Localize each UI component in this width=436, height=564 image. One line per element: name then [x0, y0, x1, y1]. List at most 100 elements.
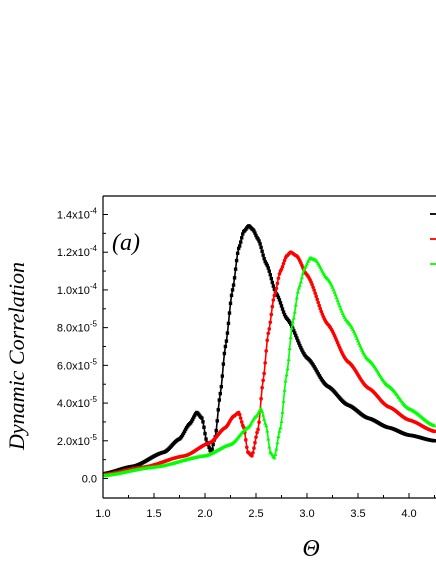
data-point: [219, 384, 224, 389]
data-point: [263, 259, 267, 264]
y-tick-exponent: -4: [90, 282, 98, 291]
y-axis-title: Dynamic Correlation: [4, 262, 29, 451]
y-tick-mantissa: 6.0x10: [57, 360, 90, 372]
data-point: [263, 361, 267, 365]
y-tick-label: 1.4x10-4: [57, 207, 98, 222]
data-point: [273, 290, 278, 295]
data-point: [275, 281, 280, 286]
data-point: [262, 417, 267, 421]
data-point: [317, 303, 322, 308]
data-point: [274, 446, 279, 451]
data-point: [261, 253, 265, 257]
data-point: [258, 242, 262, 246]
data-point: [315, 297, 320, 302]
data-point: [228, 301, 233, 306]
data-point: [204, 437, 208, 441]
data-point: [287, 320, 292, 324]
data-point: [201, 420, 205, 424]
data-point: [298, 279, 303, 284]
data-point: [268, 320, 273, 325]
data-point: [265, 428, 270, 433]
data-point: [291, 315, 296, 320]
data-point: [237, 244, 242, 248]
y-tick-exponent: -5: [90, 433, 98, 442]
x-tick-label: 1.0: [95, 508, 110, 520]
data-point: [318, 306, 323, 311]
data-point: [191, 417, 195, 421]
data-point: [192, 415, 196, 419]
y-tick-exponent: -5: [90, 395, 98, 404]
data-point: [264, 349, 269, 353]
data-point: [276, 276, 281, 281]
data-point: [233, 267, 238, 271]
data-point: [276, 434, 281, 438]
x-tick-label: 4.0: [401, 508, 416, 520]
y-tick-label: 6.0x10-5: [57, 357, 98, 372]
data-point: [254, 435, 258, 439]
data-point: [224, 339, 229, 343]
data-point: [284, 372, 289, 377]
data-point: [245, 445, 249, 450]
data-point: [266, 266, 270, 270]
data-point: [264, 423, 269, 428]
data-point: [313, 291, 317, 295]
data-point: [214, 428, 218, 433]
data-point: [207, 445, 211, 450]
data-point: [234, 258, 239, 263]
data-point: [272, 287, 277, 291]
data-point: [305, 261, 309, 266]
data-point: [314, 294, 318, 299]
data-point: [241, 232, 245, 236]
data-point: [227, 311, 232, 315]
data-point: [312, 288, 316, 292]
data-point: [292, 309, 297, 314]
data-point: [222, 351, 227, 356]
x-tick-label: 3.5: [350, 508, 365, 520]
data-point: [253, 231, 257, 235]
data-point: [300, 271, 305, 275]
data-point: [295, 289, 300, 294]
x-tick-label: 1.5: [146, 508, 161, 520]
data-point: [183, 427, 188, 432]
data-point: [255, 430, 259, 435]
y-tick-label: 8.0x10-5: [57, 320, 98, 335]
data-point: [244, 438, 248, 442]
data-point: [280, 264, 285, 269]
data-point: [312, 364, 316, 369]
series-line: [103, 256, 435, 477]
y-tick-mantissa: 1.2x10: [57, 247, 90, 259]
data-point: [313, 366, 317, 371]
data-point: [317, 373, 321, 378]
y-tick-mantissa: 2.0x10: [57, 436, 90, 448]
data-point: [250, 454, 254, 458]
y-tick-exponent: -5: [90, 320, 98, 329]
data-point: [303, 263, 308, 268]
data-point: [278, 425, 283, 430]
data-point: [266, 331, 271, 336]
data-point: [238, 416, 243, 420]
data-point: [269, 312, 274, 317]
data-point: [252, 229, 256, 233]
data-point: [297, 341, 301, 345]
data-point: [223, 344, 228, 349]
y-tick-label: 4.0x10-5: [57, 395, 98, 410]
data-point: [275, 440, 280, 445]
data-point: [256, 237, 260, 241]
data-point: [259, 245, 263, 250]
data-point: [294, 333, 298, 338]
data-point: [301, 267, 306, 272]
data-point: [432, 439, 436, 443]
data-point: [260, 409, 265, 413]
data-point: [208, 448, 212, 452]
y-tick-mantissa: 0.0: [82, 474, 97, 486]
data-point: [293, 302, 298, 307]
data-point: [259, 396, 263, 401]
data-point: [276, 295, 281, 300]
data-point: [260, 249, 264, 253]
data-point: [265, 263, 269, 268]
data-point: [282, 387, 287, 392]
data-point: [281, 261, 286, 266]
data-point: [316, 300, 321, 305]
panel-label: (a): [112, 230, 140, 256]
data-point: [270, 280, 275, 285]
